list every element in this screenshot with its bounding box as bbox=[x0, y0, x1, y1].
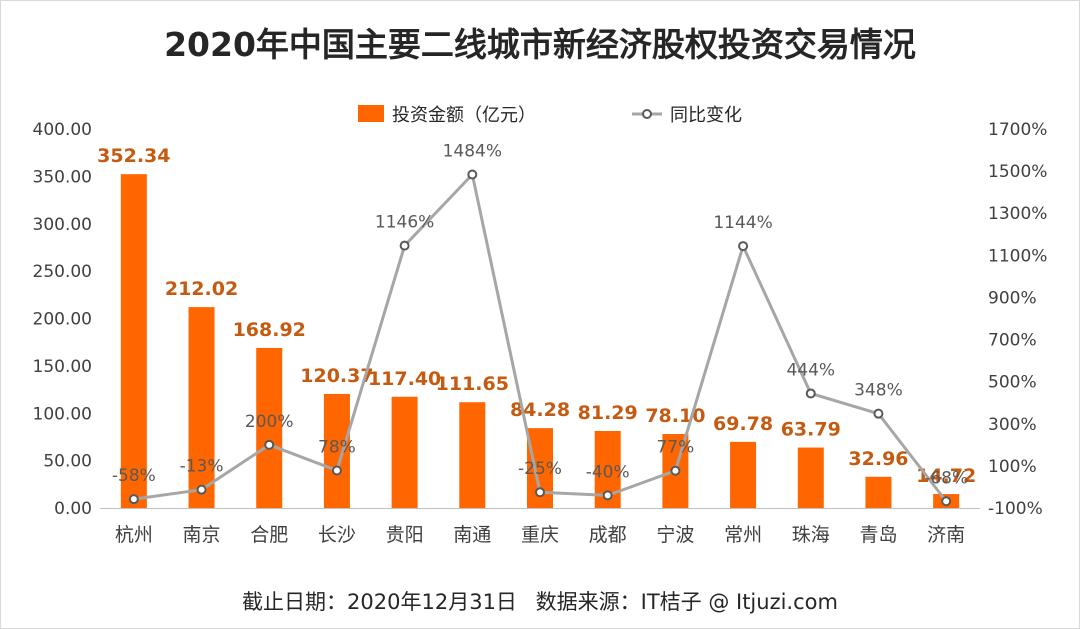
yoy-value-label: 77% bbox=[656, 438, 694, 458]
category-label: 贵阳 bbox=[386, 524, 424, 546]
right-axis-tick-label: 1300% bbox=[988, 204, 1047, 224]
left-axis-tick-label: 400.00 bbox=[33, 120, 92, 140]
bar bbox=[730, 441, 757, 508]
yoy-point bbox=[941, 496, 952, 507]
right-axis-tick-label: 1500% bbox=[988, 162, 1047, 182]
bar-value-label: 32.96 bbox=[848, 448, 908, 470]
left-axis-tick-label: 100.00 bbox=[33, 404, 92, 424]
yoy-value-label: -13% bbox=[180, 457, 224, 477]
chart-footer: 截止日期：2020年12月31日 数据来源：IT桔子 @ Itjuzi.com bbox=[0, 586, 1080, 616]
category-label: 常州 bbox=[724, 524, 762, 546]
right-axis-tick-label: 1700% bbox=[988, 120, 1047, 140]
bar-value-label: 81.29 bbox=[578, 402, 638, 424]
category-label: 南通 bbox=[453, 524, 491, 546]
category-label: 长沙 bbox=[318, 524, 356, 546]
bar-value-label: 117.40 bbox=[368, 368, 441, 390]
bar bbox=[865, 476, 892, 508]
left-axis-tick-label: 0.00 bbox=[54, 499, 92, 519]
category-label: 济南 bbox=[927, 524, 965, 546]
bar-value-label: 78.10 bbox=[645, 405, 705, 427]
chart-title: 2020年中国主要二线城市新经济股权投资交易情况 bbox=[164, 25, 916, 64]
yoy-point bbox=[196, 484, 207, 495]
left-axis-tick-label: 150.00 bbox=[33, 357, 92, 377]
right-axis-tick-label: 500% bbox=[988, 373, 1037, 393]
yoy-value-label: -25% bbox=[518, 459, 562, 479]
yoy-value-label: 348% bbox=[854, 381, 903, 401]
yoy-value-label: 444% bbox=[786, 360, 835, 380]
legend-line-marker bbox=[642, 109, 652, 119]
footer-source: 数据来源：IT桔子 @ Itjuzi.com bbox=[535, 590, 838, 614]
bar bbox=[797, 447, 824, 508]
yoy-point bbox=[535, 487, 545, 498]
bar-value-label: 168.92 bbox=[233, 319, 306, 341]
bar-value-label: 69.78 bbox=[713, 413, 773, 435]
bar bbox=[323, 393, 350, 508]
bar bbox=[391, 396, 418, 508]
category-label: 青岛 bbox=[859, 524, 897, 546]
right-axis-tick-label: -100% bbox=[988, 499, 1043, 519]
left-axis-tick-label: 250.00 bbox=[33, 262, 92, 282]
bar bbox=[459, 402, 486, 508]
bar bbox=[188, 307, 215, 508]
right-axis-tick-label: 100% bbox=[988, 457, 1037, 477]
left-axis-tick-label: 300.00 bbox=[33, 215, 92, 235]
right-axis-tick-label: 1100% bbox=[988, 246, 1047, 266]
bar bbox=[256, 347, 283, 508]
yoy-value-label: -40% bbox=[586, 462, 630, 482]
footer-date: 截止日期：2020年12月31日 bbox=[242, 590, 517, 614]
right-axis-tick-label: 300% bbox=[988, 415, 1037, 435]
yoy-point bbox=[399, 240, 410, 251]
yoy-value-label: 1144% bbox=[713, 213, 772, 233]
bar-value-label: 212.02 bbox=[165, 278, 238, 300]
yoy-point bbox=[467, 169, 478, 180]
bar bbox=[120, 174, 147, 509]
yoy-point bbox=[128, 494, 139, 505]
yoy-value-label: 78% bbox=[318, 438, 356, 458]
right-axis-tick-label: 700% bbox=[988, 331, 1037, 351]
yoy-point bbox=[873, 408, 884, 419]
category-label: 南京 bbox=[183, 524, 221, 546]
yoy-value-label: -68% bbox=[924, 468, 968, 488]
legend-bar-swatch bbox=[358, 105, 384, 122]
category-label: 珠海 bbox=[792, 524, 830, 546]
yoy-point bbox=[602, 490, 613, 501]
legend-line-label: 同比变化 bbox=[670, 105, 742, 126]
bar-value-label: 84.28 bbox=[510, 399, 570, 421]
left-axis-tick-label: 200.00 bbox=[33, 310, 92, 330]
left-axis-tick-label: 50.00 bbox=[43, 452, 92, 472]
category-label: 重庆 bbox=[521, 524, 559, 546]
yoy-point bbox=[805, 388, 816, 399]
yoy-point bbox=[331, 465, 342, 476]
bar-value-label: 63.79 bbox=[781, 419, 841, 441]
yoy-point bbox=[738, 241, 749, 252]
yoy-value-label: 1484% bbox=[443, 141, 502, 161]
category-label: 宁波 bbox=[656, 524, 694, 546]
yoy-point bbox=[264, 439, 275, 450]
right-axis-tick-label: 900% bbox=[988, 288, 1037, 308]
category-label: 合肥 bbox=[250, 524, 288, 546]
yoy-value-label: 200% bbox=[245, 412, 294, 432]
bar-value-label: 352.34 bbox=[97, 145, 170, 167]
category-label: 成都 bbox=[589, 524, 627, 546]
yoy-point bbox=[670, 465, 681, 476]
yoy-value-label: 1146% bbox=[375, 213, 434, 233]
bar-value-label: 111.65 bbox=[436, 373, 509, 395]
bar-value-label: 120.37 bbox=[300, 365, 373, 387]
legend-bar-label: 投资金额（亿元） bbox=[392, 105, 536, 126]
yoy-value-label: -58% bbox=[112, 466, 156, 486]
left-axis-tick-label: 350.00 bbox=[33, 167, 92, 187]
category-label: 杭州 bbox=[115, 524, 153, 546]
